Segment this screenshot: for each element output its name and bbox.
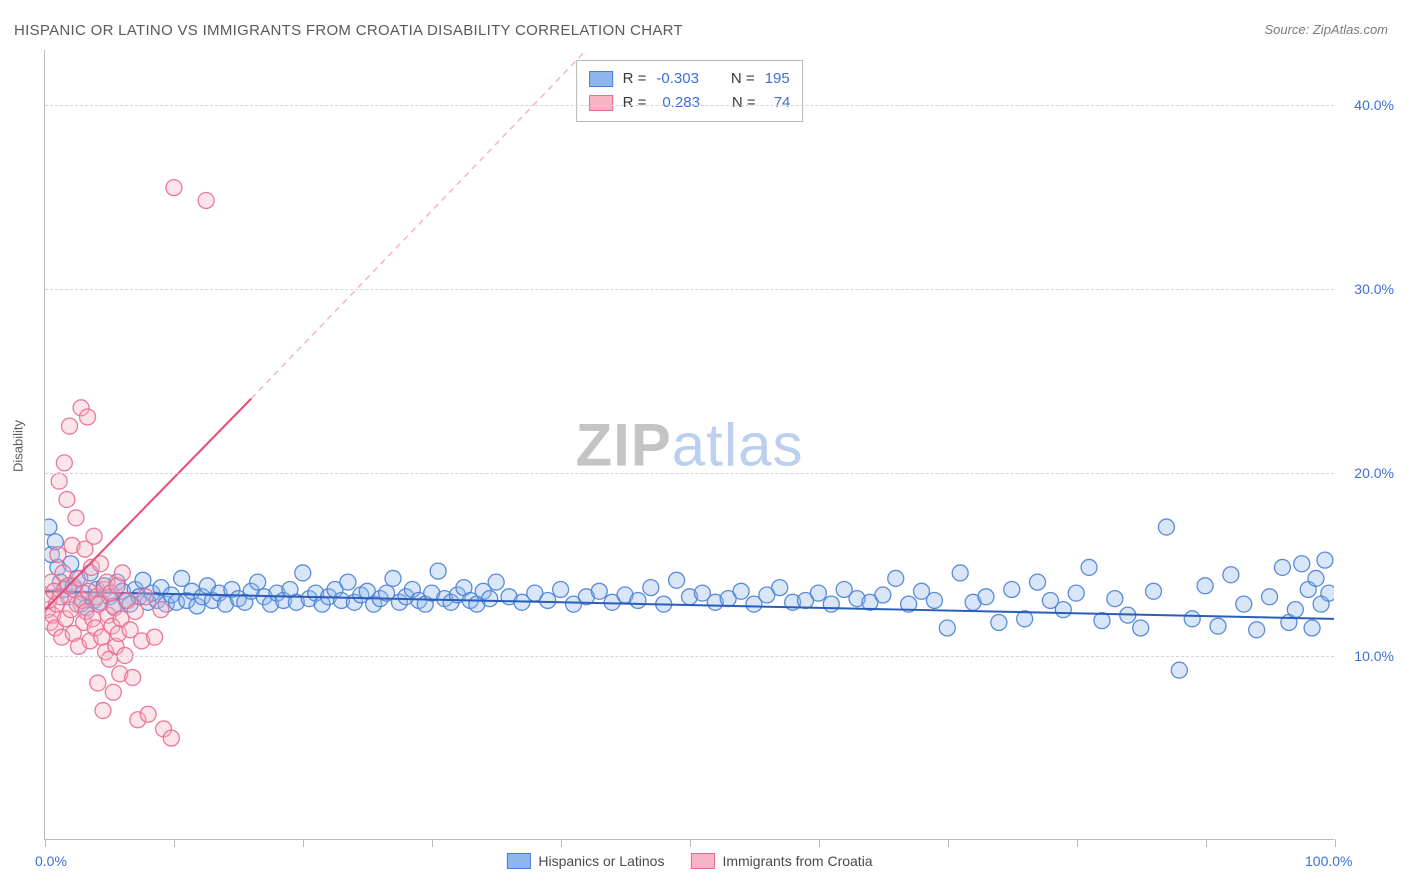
n-value: 195 xyxy=(765,67,790,91)
n-value: 74 xyxy=(774,91,791,115)
y-axis-title: Disability xyxy=(11,420,26,472)
x-tick xyxy=(690,839,691,847)
stats-row: R = 0.283 N = 74 xyxy=(589,91,791,115)
x-tick xyxy=(819,839,820,847)
stats-legend: R = -0.303 N = 195 R = 0.283 N = 74 xyxy=(576,60,804,122)
x-tick xyxy=(1206,839,1207,847)
legend-item: Hispanics or Latinos xyxy=(506,853,664,869)
x-tick xyxy=(1077,839,1078,847)
chart-container: HISPANIC OR LATINO VS IMMIGRANTS FROM CR… xyxy=(0,0,1406,892)
swatch-icon xyxy=(690,853,714,869)
x-tick xyxy=(45,839,46,847)
x-tick xyxy=(561,839,562,847)
x-tick xyxy=(174,839,175,847)
chart-title: HISPANIC OR LATINO VS IMMIGRANTS FROM CR… xyxy=(14,22,683,39)
bottom-legend: Hispanics or Latinos Immigrants from Cro… xyxy=(506,853,872,869)
r-value: -0.303 xyxy=(656,67,699,91)
gridline xyxy=(45,105,1334,106)
x-tick-label: 100.0% xyxy=(1305,853,1352,869)
x-tick-label: 0.0% xyxy=(35,853,67,869)
gridline xyxy=(45,473,1334,474)
r-value: 0.283 xyxy=(662,91,700,115)
gridline xyxy=(45,289,1334,290)
r-label: R = xyxy=(623,67,647,91)
swatch-icon xyxy=(589,95,613,111)
n-label: N = xyxy=(731,67,755,91)
x-tick xyxy=(1335,839,1336,847)
source-label: Source: ZipAtlas.com xyxy=(1264,22,1388,37)
gridline xyxy=(45,656,1334,657)
plot-area: ZIPatlas R = -0.303 N = 195 R = 0.283 N … xyxy=(44,50,1334,840)
r-label: R = xyxy=(623,91,647,115)
n-label: N = xyxy=(732,91,756,115)
y-tick-label: 10.0% xyxy=(1354,648,1394,664)
y-tick-label: 30.0% xyxy=(1354,281,1394,297)
x-tick xyxy=(948,839,949,847)
legend-label: Hispanics or Latinos xyxy=(538,853,664,869)
swatch-icon xyxy=(506,853,530,869)
chart-svg xyxy=(45,50,1334,839)
y-tick-label: 20.0% xyxy=(1354,465,1394,481)
x-tick xyxy=(303,839,304,847)
x-tick xyxy=(432,839,433,847)
legend-item: Immigrants from Croatia xyxy=(690,853,872,869)
swatch-icon xyxy=(589,71,613,87)
y-tick-label: 40.0% xyxy=(1354,97,1394,113)
stats-row: R = -0.303 N = 195 xyxy=(589,67,791,91)
legend-label: Immigrants from Croatia xyxy=(722,853,872,869)
